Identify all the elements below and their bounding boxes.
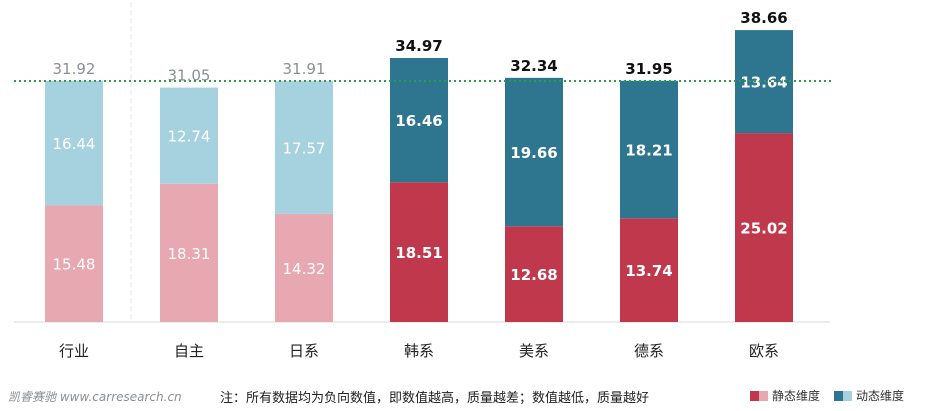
bar-dynamic-4 [505,77,563,227]
label-dynamic-4: 19.66 [510,144,557,162]
category-label-5: 德系 [634,342,664,360]
bar-static-1 [160,183,218,322]
legend-item-static: 静态维度 [749,387,820,404]
label-dynamic-1: 12.74 [168,128,211,146]
category-label-3: 韩系 [404,342,434,360]
chart-note: 注：所有数据均为负向数值，即数值越高，质量越差；数值越低，质量越好 [220,391,650,406]
label-static-1: 18.31 [168,245,211,263]
bar-static-3 [390,182,448,322]
bar-dynamic-5 [620,80,678,219]
bar-static-6 [735,133,793,322]
label-static-0: 15.48 [53,256,96,274]
label-static-2: 14.32 [283,260,326,278]
bar-dynamic-1 [160,87,218,184]
category-label-2: 日系 [289,342,319,360]
brand-watermark: 凯睿赛驰 www.carresearch.cn [8,390,182,404]
footer: 凯睿赛驰 www.carresearch.cn 注：所有数据均为负向数值，即数值… [0,383,926,411]
legend-swatch-dynamic [833,390,852,401]
label-total-2: 31.91 [283,60,326,78]
bar-static-4 [505,226,563,322]
label-total-4: 32.34 [510,57,557,75]
bar-static-0 [45,205,103,322]
label-static-5: 13.74 [625,262,672,280]
label-dynamic-6: 13.64 [740,74,787,92]
chart-legend: 静态维度 动态维度 [742,387,904,404]
stacked-bar-chart: 15.4816.4431.92行业18.3112.7431.05自主14.321… [14,2,832,360]
bar-dynamic-2 [275,81,333,214]
category-label-4: 美系 [519,342,549,360]
bar-dynamic-0 [45,81,103,206]
legend-item-dynamic: 动态维度 [833,387,904,404]
legend-label-static: 静态维度 [771,389,820,403]
legend-label-dynamic: 动态维度 [855,389,904,403]
label-static-3: 18.51 [395,244,442,262]
legend-swatch-static [749,390,768,401]
category-label-1: 自主 [174,342,204,360]
label-dynamic-2: 17.57 [283,140,326,158]
label-static-4: 12.68 [510,266,557,284]
label-total-5: 31.95 [625,60,672,78]
label-dynamic-3: 16.46 [395,112,442,130]
category-label-0: 行业 [59,342,89,360]
label-total-3: 34.97 [395,37,442,55]
label-total-0: 31.92 [53,60,96,78]
label-static-6: 25.02 [740,220,787,238]
label-dynamic-5: 18.21 [625,142,672,160]
bar-dynamic-3 [390,57,448,183]
bar-static-2 [275,213,333,322]
category-label-6: 欧系 [749,342,779,360]
bar-static-5 [620,218,678,322]
label-total-6: 38.66 [740,9,787,27]
label-dynamic-0: 16.44 [53,135,96,153]
